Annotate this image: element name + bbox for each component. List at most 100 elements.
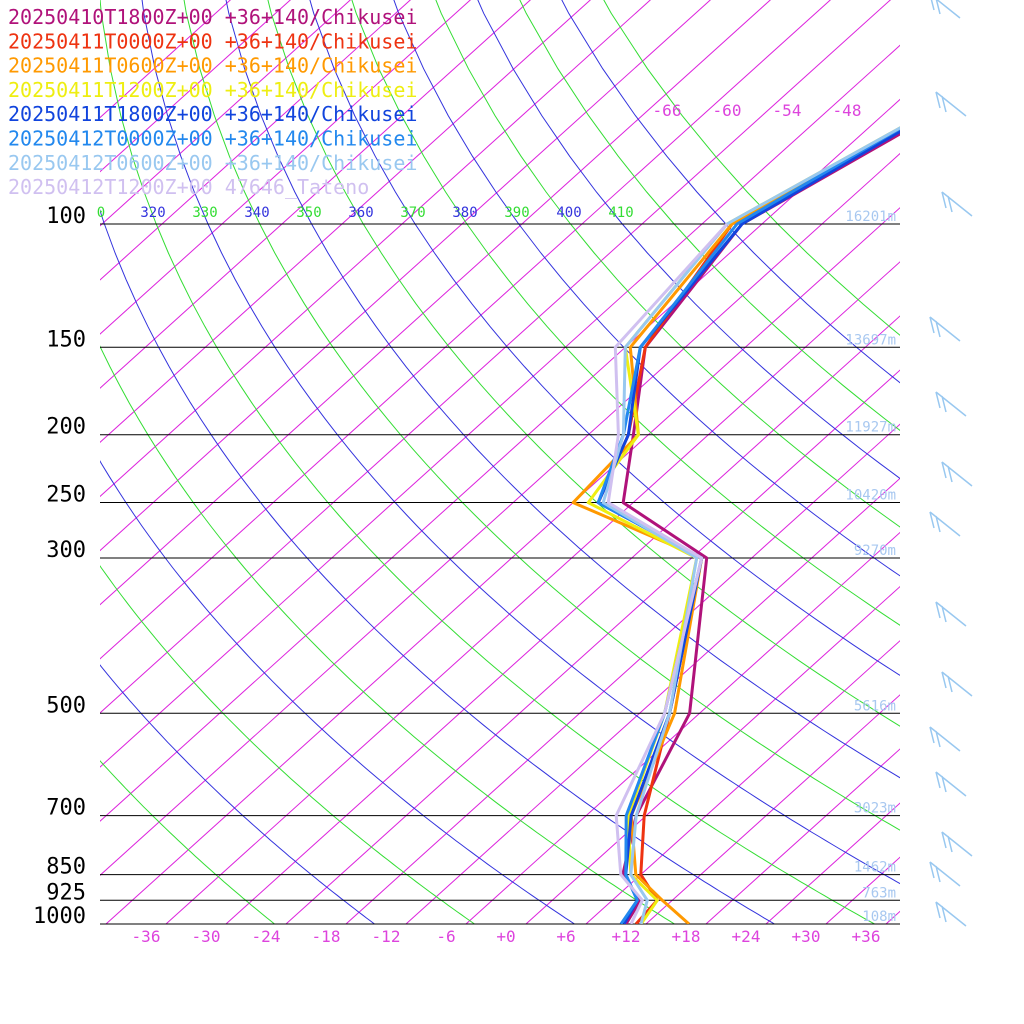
pressure-label: 150	[46, 327, 86, 352]
wind-barb-icon	[929, 511, 961, 537]
temperature-tick: -12	[372, 927, 401, 946]
height-label: 9270m	[854, 543, 896, 559]
temperature-tick: -18	[312, 927, 341, 946]
isotherm-line	[1006, 0, 1024, 924]
temperature-tick: -24	[252, 927, 281, 946]
pressure-label: 925	[46, 880, 86, 905]
temperature-series-line	[601, 126, 900, 924]
isotherm-line	[225, 315, 900, 924]
dry-adiabat-line	[100, 0, 876, 924]
legend-entry: 20250411T1800Z+00 +36+140/Chikusei	[8, 102, 417, 126]
dry-adiabat-line	[100, 760, 276, 924]
temperature-tick: +6	[556, 927, 575, 946]
wind-barb-icon	[941, 461, 973, 487]
pressure-level-lines: 100 16201m 150 13697m 200 11927m 250 10420m 300 9…	[33, 204, 900, 929]
isotherm-line	[100, 0, 712, 552]
isotherm-top-label: -54	[773, 101, 802, 120]
isotherm-line	[100, 0, 352, 227]
dry-adiabat-line	[100, 664, 376, 924]
pressure-label: 850	[46, 855, 86, 880]
isotherm-line	[100, 0, 412, 281]
height-label: 763m	[862, 885, 896, 901]
temperature-tick: -30	[192, 927, 221, 946]
temperature-tick: +12	[612, 927, 641, 946]
wind-barb-icon	[929, 726, 961, 752]
dry-adiabat-line	[267, 0, 900, 727]
dry-adiabat-line	[100, 565, 476, 924]
pressure-label: 250	[46, 483, 86, 508]
isotherm-top-labels: -66 -60 -54 -48	[653, 101, 862, 120]
height-label: 5616m	[854, 698, 896, 714]
dry-adiabat-lines	[100, 0, 900, 924]
wind-barbs	[929, 0, 973, 927]
wind-barb-icon	[941, 191, 973, 217]
pressure-label: 200	[46, 415, 86, 440]
dry-adiabat-line	[435, 0, 900, 528]
legend: 20250410T1800Z+00 +36+140/Chikusei202504…	[8, 5, 417, 199]
isotherm-line	[705, 748, 900, 924]
theta-label: 410	[608, 205, 633, 221]
wind-barb-icon	[929, 316, 961, 342]
theta-label: 360	[348, 205, 373, 221]
theta-label: 330	[192, 205, 217, 221]
dry-adiabat-line	[100, 345, 676, 924]
legend-entry: 20250411T0000Z+00 +36+140/Chikusei	[8, 29, 417, 53]
isotherm-line	[105, 207, 900, 924]
theta-label: 380	[452, 205, 477, 221]
isotherm-line	[100, 0, 772, 606]
temperature-series-line	[571, 126, 900, 924]
dry-adiabat-line	[477, 0, 900, 480]
wind-barb-icon	[935, 771, 967, 797]
sounding-series	[571, 126, 900, 924]
temperature-series-line	[621, 132, 900, 924]
legend-entry: 20250412T0600Z+00 +36+140/Chikusei	[8, 151, 417, 175]
isotherm-line	[345, 423, 900, 924]
height-label: 11927m	[845, 420, 896, 436]
isotherm-line	[100, 0, 232, 119]
isotherm-line	[165, 261, 900, 924]
temperature-tick: +18	[672, 927, 701, 946]
wind-barb-icon	[935, 601, 967, 627]
pressure-label: 1000	[33, 904, 86, 929]
temperature-axis-ticks: -36 -30 -24 -18 -12 -6 +0 +6 +12 +18 +24 +30 +36	[132, 927, 881, 946]
dry-adiabat-line	[100, 460, 576, 924]
dry-adiabat-line	[351, 0, 900, 626]
isotherm-line	[585, 640, 900, 924]
pressure-label: 500	[46, 693, 86, 718]
theta-label: 390	[504, 205, 529, 221]
wind-barb-icon	[935, 91, 967, 117]
theta-label: 400	[556, 205, 581, 221]
wind-barb-icon	[935, 901, 967, 927]
isotherm-line	[100, 0, 832, 660]
isotherm-line	[100, 0, 292, 173]
isotherm-line	[100, 0, 892, 714]
isotherm-line	[885, 910, 900, 924]
wind-barb-icon	[941, 831, 973, 857]
theta-label: 350	[296, 205, 321, 221]
dry-adiabat-line	[309, 0, 900, 676]
pressure-label: 300	[46, 538, 86, 563]
wind-barb-icon	[935, 391, 967, 417]
isotherm-line	[100, 44, 900, 768]
isotherm-line	[405, 477, 900, 924]
temperature-series-line	[606, 222, 729, 924]
height-label: 16201m	[845, 209, 896, 225]
height-label: 3023m	[854, 801, 896, 817]
theta-label: 320	[140, 205, 165, 221]
height-label: 10420m	[845, 488, 896, 504]
dry-adiabat-line	[225, 0, 900, 779]
temperature-tick: +0	[496, 927, 515, 946]
pressure-label: 700	[46, 796, 86, 821]
pressure-label: 100	[46, 204, 86, 229]
isotherm-line	[645, 694, 900, 924]
dry-adiabat-line	[100, 209, 776, 924]
height-label: 13697m	[845, 332, 896, 348]
theta-label: 340	[244, 205, 269, 221]
dry-adiabat-line	[183, 0, 900, 831]
legend-entry: 20250411T0600Z+00 +36+140/Chikusei	[8, 54, 417, 78]
wind-barb-icon	[929, 861, 961, 887]
theta-label-row: 0 320 330 340 350 360 370 380 390 400 410	[97, 205, 634, 221]
temperature-tick: -6	[436, 927, 455, 946]
wind-barb-icon	[930, 0, 961, 19]
